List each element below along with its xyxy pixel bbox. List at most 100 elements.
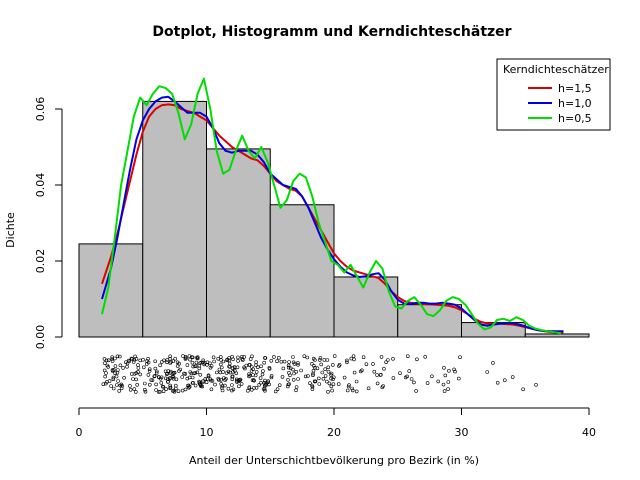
dotplot-point [101, 382, 106, 387]
dotplot-point [436, 379, 441, 384]
dotplot-point [349, 356, 354, 361]
dotplot-point [249, 369, 254, 373]
dotplot-point [220, 384, 225, 388]
dotplot-point [219, 358, 223, 362]
dotplot-point [299, 368, 303, 373]
dotplot-point [414, 389, 418, 393]
dotplot-point [174, 377, 179, 382]
dotplot-point [287, 382, 292, 386]
dotplot-point [291, 360, 296, 365]
dotplot-point [102, 357, 107, 361]
dotplot-point [275, 387, 280, 392]
dotplot-point [168, 386, 172, 391]
dotplot-point [136, 366, 141, 370]
dotplot-point [110, 368, 115, 372]
dotplot-point [262, 380, 267, 385]
dotplot-point [384, 360, 388, 365]
dotplot-point [407, 369, 412, 373]
dotplot-point [452, 367, 456, 372]
dotplot-point [412, 380, 416, 385]
dotplot-point [159, 375, 164, 380]
dotplot-point [104, 381, 108, 386]
dotplot-point [134, 371, 138, 375]
density-curves [101, 77, 564, 335]
dotplot-point [228, 365, 232, 369]
dotplot-point [318, 356, 323, 360]
dotplot-point [273, 389, 278, 394]
dotplot-point [246, 388, 250, 393]
dotplot-point [235, 380, 239, 384]
dotplot-point [190, 360, 195, 365]
dotplot-point [233, 368, 237, 373]
dotplot-point [415, 357, 419, 362]
dotplot-point [111, 386, 116, 391]
dotplot-point [366, 386, 371, 391]
dotplot-point [243, 366, 247, 371]
dotplot-point [158, 389, 162, 394]
dotplot-point [371, 362, 375, 366]
dotplot-point [405, 354, 410, 359]
dotplot-point [227, 361, 232, 366]
dotplot-point [302, 354, 307, 359]
dotplot-point [238, 377, 243, 382]
dotplot-point [193, 383, 198, 388]
dotplot-point [162, 358, 166, 363]
dotplot-point [228, 370, 232, 375]
dotplot-point [230, 374, 235, 379]
dotplot-point [263, 356, 268, 360]
dotplot-point [209, 364, 214, 368]
dotplot-point [442, 365, 446, 370]
dotplot-point [323, 374, 328, 378]
dotplot-point [409, 377, 414, 381]
dotplot-point [248, 357, 253, 361]
dotplot-point [303, 374, 308, 379]
dotplot-point [104, 371, 108, 375]
dotplot-point [244, 363, 249, 368]
dotplot-point [252, 386, 256, 390]
dotplot-point [324, 379, 329, 384]
dotplot-point [212, 359, 216, 364]
dotplot-point [281, 366, 286, 371]
dotplot-point [178, 367, 182, 372]
dotplot-point [163, 369, 168, 374]
dotplot-point [125, 361, 130, 366]
dotplot-point [180, 375, 184, 379]
dotplot-point [165, 358, 170, 362]
dotplot-point [171, 359, 176, 363]
dotplot-point [254, 363, 258, 368]
y-tick-label: 0.06 [34, 97, 47, 122]
dotplot-point [112, 367, 116, 372]
dotplot-point [190, 355, 195, 360]
x-tick-label: 0 [76, 426, 83, 439]
dotplot-point [195, 355, 199, 360]
dotplot-point [128, 387, 133, 392]
dotplot-point [329, 371, 334, 376]
dotplot-point [378, 373, 383, 377]
dotplot-point [120, 383, 124, 388]
dotplot-point [125, 364, 129, 369]
dotplot-point [174, 383, 178, 388]
dotplot-point [168, 354, 172, 359]
dotplot-point [103, 374, 107, 379]
dotplot-point [227, 356, 231, 360]
dotplot-point [172, 370, 177, 375]
dotplot-point [261, 387, 266, 391]
legend-title: Kerndichteschätzer [503, 63, 609, 76]
dotplot-point [277, 383, 282, 388]
dotplot-point [201, 380, 205, 385]
dotplot-point [287, 360, 291, 364]
dotplot-point [136, 363, 140, 367]
dotplot-point [175, 360, 180, 365]
dotplot-point [225, 358, 229, 363]
dotplot-point [206, 373, 211, 378]
dotplot-point [155, 369, 159, 374]
dotplot-point [331, 382, 336, 387]
dotplot-point [313, 365, 317, 370]
dotplot-point [443, 373, 448, 378]
dotplot-point [253, 373, 258, 378]
dotplot-point [198, 372, 203, 377]
dotplot-point [146, 373, 151, 377]
dotplot-point [310, 361, 314, 366]
dotplot-point [226, 386, 231, 391]
dotplot-point [156, 390, 161, 394]
